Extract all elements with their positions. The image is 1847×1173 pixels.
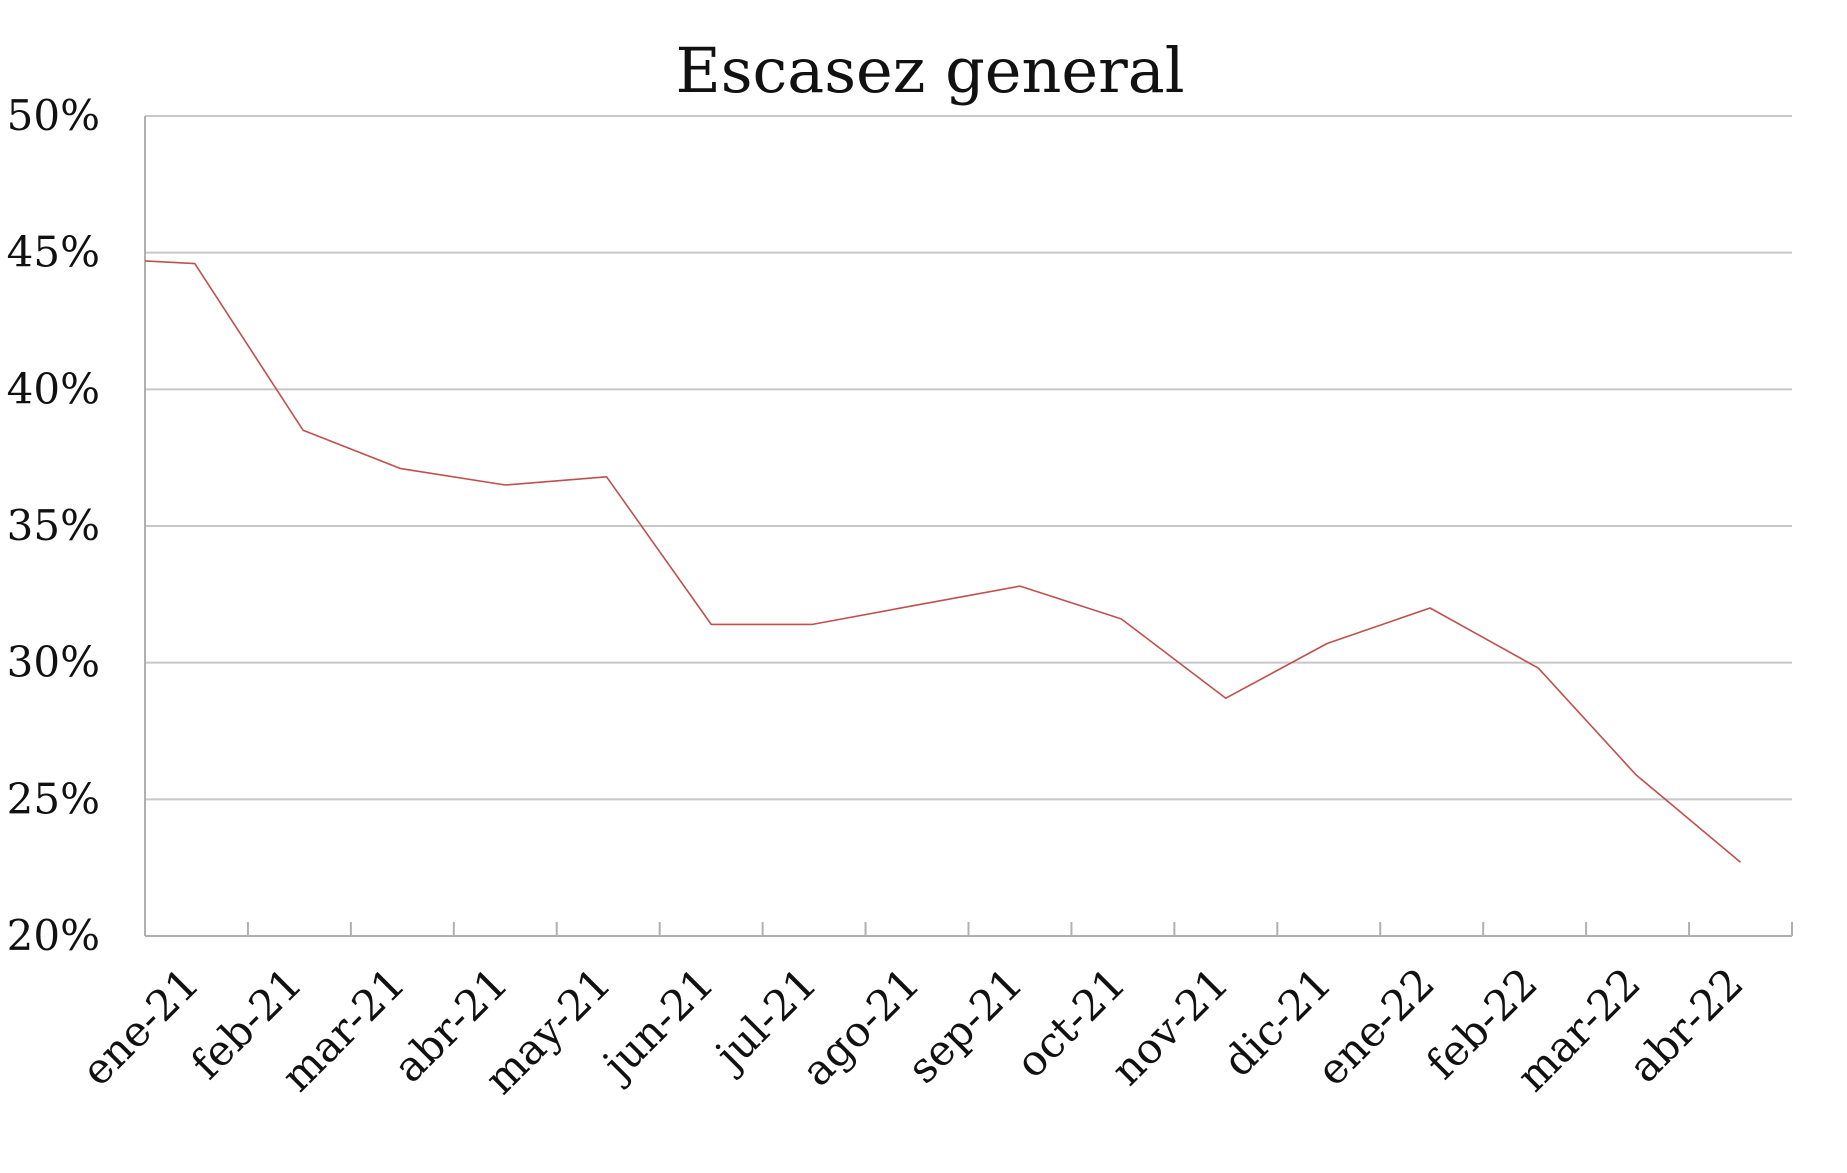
x-tick-label: sep-21 <box>898 958 1032 1092</box>
chart-title: Escasez general <box>675 34 1184 107</box>
y-tick-label: 40% <box>7 364 100 413</box>
gridlines <box>145 115 1792 801</box>
series-line <box>144 260 1742 863</box>
x-tick-label: nov-21 <box>1102 958 1238 1094</box>
series-group <box>144 260 1742 863</box>
x-tick-label: abr-22 <box>1619 958 1752 1091</box>
x-tick-label: jun-21 <box>590 958 723 1091</box>
x-axis: ene-21feb-21mar-21abr-21may-21jun-21jul-… <box>72 922 1793 1104</box>
y-tick-label: 45% <box>7 228 100 277</box>
y-tick-label: 30% <box>7 638 100 687</box>
y-tick-label: 35% <box>7 501 100 550</box>
y-tick-label: 20% <box>7 911 100 960</box>
x-tick-label: ene-21 <box>72 958 209 1095</box>
x-tick-label: ene-22 <box>1307 958 1444 1095</box>
y-tick-label: 50% <box>7 91 100 140</box>
x-tick-label: ago-21 <box>792 958 929 1095</box>
y-tick-label: 25% <box>7 774 100 823</box>
y-axis: 50% 45% 40% 35% 30% 25% 20% <box>7 91 146 960</box>
